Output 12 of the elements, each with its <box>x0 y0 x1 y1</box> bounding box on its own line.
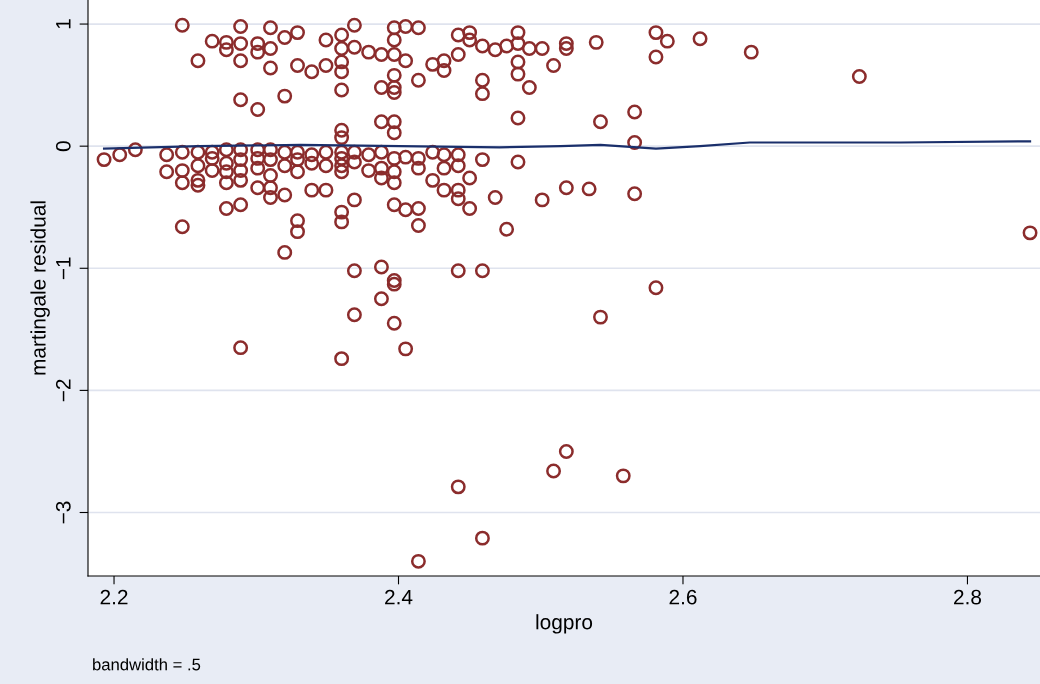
y-tick-label: −1 <box>56 257 71 280</box>
text: bandwidth = .5 <box>93 658 201 671</box>
x-tick-label: 2.8 <box>954 589 982 605</box>
x-tick-label: 2.4 <box>385 589 413 605</box>
x-axis-title: logpro <box>536 614 593 634</box>
y-tick-label: 0 <box>55 141 71 152</box>
y-tick-label: −3 <box>55 501 71 524</box>
y-tick-label: −2 <box>55 379 71 402</box>
x-tick-label: 2.6 <box>669 589 697 605</box>
y-axis-title: martingale residual <box>30 201 50 375</box>
x-tick-label: 2.2 <box>100 589 128 605</box>
y-tick-label: 1 <box>56 19 71 29</box>
